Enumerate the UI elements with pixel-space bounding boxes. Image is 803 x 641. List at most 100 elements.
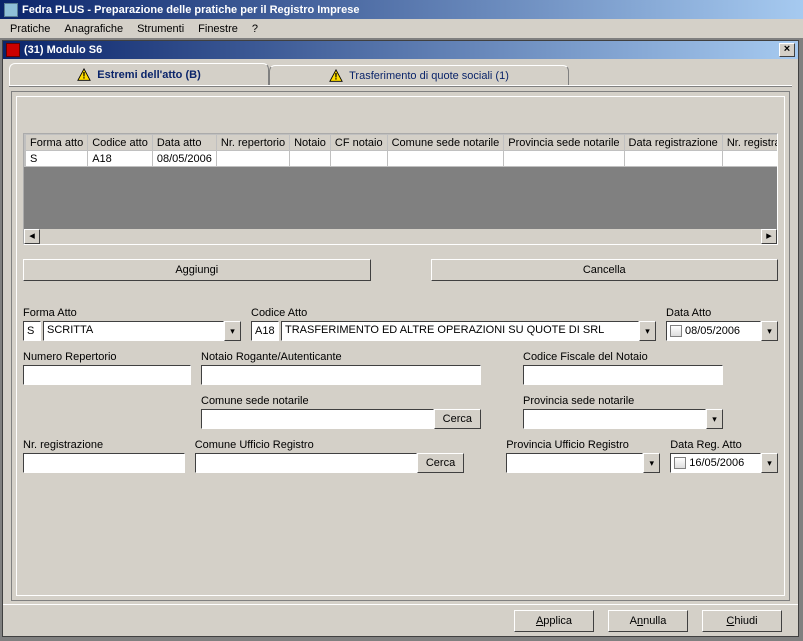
menu-finestre[interactable]: Finestre [192, 21, 244, 37]
col-data-atto[interactable]: Data atto [152, 135, 216, 151]
grid-header-row: Forma atto Codice atto Data atto Nr. rep… [25, 135, 779, 151]
cerca-label: Cerca [426, 457, 455, 469]
numero-repertorio-label: Numero Repertorio [23, 351, 191, 363]
data-atto-value: 08/05/2006 [685, 325, 740, 337]
child-title: (31) Modulo S6 [24, 44, 102, 56]
tab-label: Trasferimento di quote sociali (1) [349, 70, 509, 82]
tabstrip: ! Estremi dell'atto (B) ! Trasferimento … [9, 63, 792, 87]
tab-estremi-atto[interactable]: ! Estremi dell'atto (B) [9, 63, 269, 85]
cell-data[interactable]: 08/05/2006 [152, 151, 216, 167]
grid-area: Forma atto Codice atto Data atto Nr. rep… [23, 133, 778, 245]
menu-anagrafiche[interactable]: Anagrafiche [58, 21, 129, 37]
table-row[interactable]: S A18 08/05/2006 [25, 151, 779, 167]
provincia-sede-label: Provincia sede notarile [523, 395, 723, 407]
forma-atto-combo[interactable]: SCRITTA [43, 321, 241, 341]
calendar-icon [674, 457, 686, 469]
provincia-sede-combo[interactable] [523, 409, 723, 429]
notaio-label: Notaio Rogante/Autenticante [201, 351, 481, 363]
menu-help[interactable]: ? [246, 21, 264, 37]
document-icon [6, 43, 20, 57]
numero-repertorio-input[interactable] [23, 365, 191, 385]
svg-text:!: ! [335, 71, 338, 82]
cerca-comune-uff-button[interactable]: Cerca [417, 453, 464, 473]
dropdown-icon[interactable] [224, 321, 241, 341]
menu-strumenti[interactable]: Strumenti [131, 21, 190, 37]
codice-atto-label: Codice Atto [251, 307, 656, 319]
codice-atto-code[interactable] [251, 321, 279, 341]
calendar-icon [670, 325, 682, 337]
cerca-comune-button[interactable]: Cerca [434, 409, 481, 429]
codice-atto-combo[interactable]: TRASFERIMENTO ED ALTRE OPERAZIONI SU QUO… [281, 321, 656, 341]
provincia-sede-value [523, 409, 706, 429]
chiudi-button[interactable]: Chiudi [702, 610, 782, 632]
comune-sede-label: Comune sede notarile [201, 395, 481, 407]
main-panel: Forma atto Codice atto Data atto Nr. rep… [11, 91, 790, 601]
scroll-right-button[interactable]: ▸ [761, 229, 777, 244]
col-forma-atto[interactable]: Forma atto [26, 135, 88, 151]
annulla-label: Annulla [630, 615, 667, 627]
data-reg-value: 16/05/2006 [689, 457, 744, 469]
app-title: Fedra PLUS - Preparazione delle pratiche… [22, 4, 359, 16]
dropdown-icon[interactable] [706, 409, 723, 429]
cerca-label: Cerca [443, 413, 472, 425]
col-notaio[interactable]: Notaio [290, 135, 331, 151]
data-atto-label: Data Atto [666, 307, 778, 319]
child-window: (31) Modulo S6 × ! Estremi dell'atto (B)… [2, 40, 799, 637]
tab-trasferimento-quote[interactable]: ! Trasferimento di quote sociali (1) [269, 65, 569, 85]
data-grid[interactable]: Forma atto Codice atto Data atto Nr. rep… [24, 134, 778, 167]
data-atto-picker[interactable]: 08/05/2006 [666, 321, 778, 341]
add-button-label: Aggiungi [175, 264, 218, 276]
cf-notaio-input[interactable] [523, 365, 723, 385]
cell-forma[interactable]: S [26, 151, 88, 167]
col-nr-reg[interactable]: Nr. registrazione [722, 135, 778, 151]
add-button[interactable]: Aggiungi [23, 259, 371, 281]
comune-ufficio-input[interactable] [195, 453, 417, 473]
data-reg-label: Data Reg. Atto [670, 439, 778, 451]
dropdown-icon[interactable] [761, 453, 778, 473]
comune-sede-input[interactable] [201, 409, 434, 429]
delete-button[interactable]: Cancella [431, 259, 779, 281]
col-codice-atto[interactable]: Codice atto [88, 135, 153, 151]
app-icon [4, 3, 18, 17]
notaio-input[interactable] [201, 365, 481, 385]
app-titlebar: Fedra PLUS - Preparazione delle pratiche… [0, 0, 803, 19]
close-button[interactable]: × [779, 43, 795, 57]
forma-atto-code[interactable] [23, 321, 41, 341]
data-reg-picker[interactable]: 16/05/2006 [670, 453, 778, 473]
nr-registrazione-input[interactable] [23, 453, 185, 473]
col-nr-repertorio[interactable]: Nr. repertorio [216, 135, 289, 151]
dropdown-icon[interactable] [639, 321, 656, 341]
nr-registrazione-label: Nr. registrazione [23, 439, 185, 451]
child-titlebar: (31) Modulo S6 × [3, 41, 798, 59]
mdi-area: (31) Modulo S6 × ! Estremi dell'atto (B)… [0, 38, 803, 641]
svg-text:!: ! [83, 70, 86, 81]
menubar: Pratiche Anagrafiche Strumenti Finestre … [0, 19, 803, 38]
provincia-ufficio-value [506, 453, 643, 473]
tab-label: Estremi dell'atto (B) [97, 69, 200, 81]
col-comune-sede[interactable]: Comune sede notarile [387, 135, 504, 151]
col-data-reg[interactable]: Data registrazione [624, 135, 722, 151]
chiudi-label: Chiudi [726, 615, 757, 627]
cell-codice[interactable]: A18 [88, 151, 153, 167]
applica-label: Applica [536, 615, 572, 627]
col-cf-notaio[interactable]: CF notaio [330, 135, 387, 151]
delete-button-label: Cancella [583, 264, 626, 276]
codice-atto-value: TRASFERIMENTO ED ALTRE OPERAZIONI SU QUO… [281, 321, 639, 341]
warning-icon: ! [329, 69, 343, 83]
scroll-left-button[interactable]: ◂ [24, 229, 40, 244]
annulla-button[interactable]: Annulla [608, 610, 688, 632]
provincia-ufficio-label: Provincia Ufficio Registro [506, 439, 660, 451]
provincia-ufficio-combo[interactable] [506, 453, 660, 473]
form-area: Forma Atto SCRITTA Codice Atto [23, 307, 778, 473]
dropdown-icon[interactable] [761, 321, 778, 341]
comune-ufficio-label: Comune Ufficio Registro [195, 439, 465, 451]
col-provincia-sede[interactable]: Provincia sede notarile [504, 135, 624, 151]
cf-notaio-label: Codice Fiscale del Notaio [523, 351, 723, 363]
dropdown-icon[interactable] [643, 453, 660, 473]
menu-pratiche[interactable]: Pratiche [4, 21, 56, 37]
warning-icon: ! [77, 68, 91, 82]
horizontal-scrollbar[interactable]: ◂ ▸ [24, 228, 777, 244]
applica-button[interactable]: Applica [514, 610, 594, 632]
action-bar: Applica Annulla Chiudi [3, 604, 798, 636]
forma-atto-label: Forma Atto [23, 307, 241, 319]
